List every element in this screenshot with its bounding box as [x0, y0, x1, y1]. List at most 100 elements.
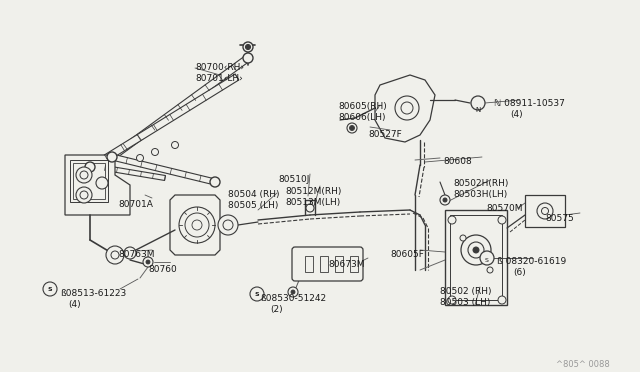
Circle shape — [243, 53, 253, 63]
Circle shape — [124, 247, 136, 259]
Bar — [305, 256, 313, 272]
Circle shape — [541, 208, 548, 215]
FancyBboxPatch shape — [292, 247, 363, 281]
Text: N: N — [476, 107, 481, 113]
Circle shape — [291, 290, 295, 294]
Text: ß08530-51242: ß08530-51242 — [260, 294, 326, 303]
Text: S: S — [48, 287, 52, 292]
Circle shape — [152, 148, 159, 155]
Bar — [320, 256, 328, 272]
Circle shape — [306, 204, 314, 212]
Text: 80510J: 80510J — [278, 175, 309, 184]
Text: 80605(RH): 80605(RH) — [338, 102, 387, 111]
Circle shape — [80, 191, 88, 199]
Bar — [350, 256, 358, 272]
Polygon shape — [104, 166, 165, 180]
Circle shape — [223, 220, 233, 230]
Circle shape — [461, 235, 491, 265]
Bar — [450, 215, 502, 300]
Circle shape — [106, 246, 124, 264]
Text: 80763M: 80763M — [118, 250, 154, 259]
Bar — [335, 256, 343, 272]
Text: 80502 (RH): 80502 (RH) — [440, 287, 492, 296]
Circle shape — [136, 154, 143, 161]
Text: 80760: 80760 — [148, 265, 177, 274]
Text: (4): (4) — [510, 110, 523, 119]
Text: (2): (2) — [270, 305, 283, 314]
Circle shape — [143, 257, 153, 267]
Circle shape — [85, 162, 95, 172]
Circle shape — [243, 42, 253, 52]
Circle shape — [395, 96, 419, 120]
Circle shape — [80, 171, 88, 179]
Polygon shape — [375, 75, 435, 142]
Circle shape — [498, 216, 506, 224]
Circle shape — [480, 251, 494, 265]
Circle shape — [192, 220, 202, 230]
Bar — [445, 210, 507, 305]
Text: 80606(LH): 80606(LH) — [338, 113, 385, 122]
Bar — [73, 163, 105, 199]
Circle shape — [487, 267, 493, 273]
Text: 80503 (LH): 80503 (LH) — [440, 298, 490, 307]
Text: 80608: 80608 — [443, 157, 472, 166]
Circle shape — [460, 235, 466, 241]
Circle shape — [448, 296, 456, 304]
Text: 80527F: 80527F — [368, 130, 402, 139]
Polygon shape — [170, 195, 220, 255]
Text: 80700‹RH›: 80700‹RH› — [195, 63, 244, 72]
Circle shape — [172, 141, 179, 148]
Polygon shape — [88, 74, 239, 171]
Circle shape — [448, 216, 456, 224]
Text: ß08513-61223: ß08513-61223 — [60, 289, 126, 298]
Text: (6): (6) — [513, 268, 525, 277]
Text: 80605F: 80605F — [390, 250, 424, 259]
Text: (4): (4) — [68, 300, 81, 309]
Circle shape — [43, 282, 57, 296]
Circle shape — [468, 242, 484, 258]
Circle shape — [250, 287, 264, 301]
Circle shape — [185, 213, 209, 237]
Text: 80504 (RH): 80504 (RH) — [228, 190, 280, 199]
Polygon shape — [111, 154, 216, 185]
Text: 80701A: 80701A — [118, 200, 153, 209]
Circle shape — [473, 247, 479, 253]
Circle shape — [179, 207, 215, 243]
Text: ℕ 08911-10537: ℕ 08911-10537 — [494, 99, 565, 108]
Circle shape — [96, 177, 108, 189]
Circle shape — [107, 152, 117, 162]
Circle shape — [537, 203, 553, 219]
Bar — [70, 160, 108, 202]
Text: 80701‹LH›: 80701‹LH› — [195, 74, 243, 83]
Text: ß 08320-61619: ß 08320-61619 — [497, 257, 566, 266]
Text: ^805^ 0088: ^805^ 0088 — [556, 360, 610, 369]
Circle shape — [111, 251, 119, 259]
Circle shape — [146, 260, 150, 264]
Text: 80570M: 80570M — [486, 204, 522, 213]
Polygon shape — [65, 155, 130, 215]
Text: S: S — [485, 259, 489, 263]
Bar — [525, 195, 565, 227]
Circle shape — [246, 45, 250, 49]
Text: 80673M: 80673M — [328, 260, 365, 269]
Polygon shape — [110, 55, 250, 160]
Text: 80513M(LH): 80513M(LH) — [285, 198, 340, 207]
Circle shape — [347, 123, 357, 133]
Text: 80575: 80575 — [545, 214, 573, 223]
Text: 80505 (LH): 80505 (LH) — [228, 201, 278, 210]
Text: 80512M(RH): 80512M(RH) — [285, 187, 341, 196]
Text: 80503H(LH): 80503H(LH) — [453, 190, 508, 199]
Circle shape — [498, 296, 506, 304]
Circle shape — [218, 215, 238, 235]
Circle shape — [349, 125, 355, 131]
Circle shape — [288, 287, 298, 297]
Circle shape — [471, 96, 485, 110]
Circle shape — [401, 102, 413, 114]
Circle shape — [210, 177, 220, 187]
Circle shape — [76, 167, 92, 183]
Circle shape — [443, 198, 447, 202]
Circle shape — [76, 187, 92, 203]
Text: 80502H(RH): 80502H(RH) — [453, 179, 508, 188]
Text: S: S — [255, 292, 259, 297]
Circle shape — [440, 195, 450, 205]
